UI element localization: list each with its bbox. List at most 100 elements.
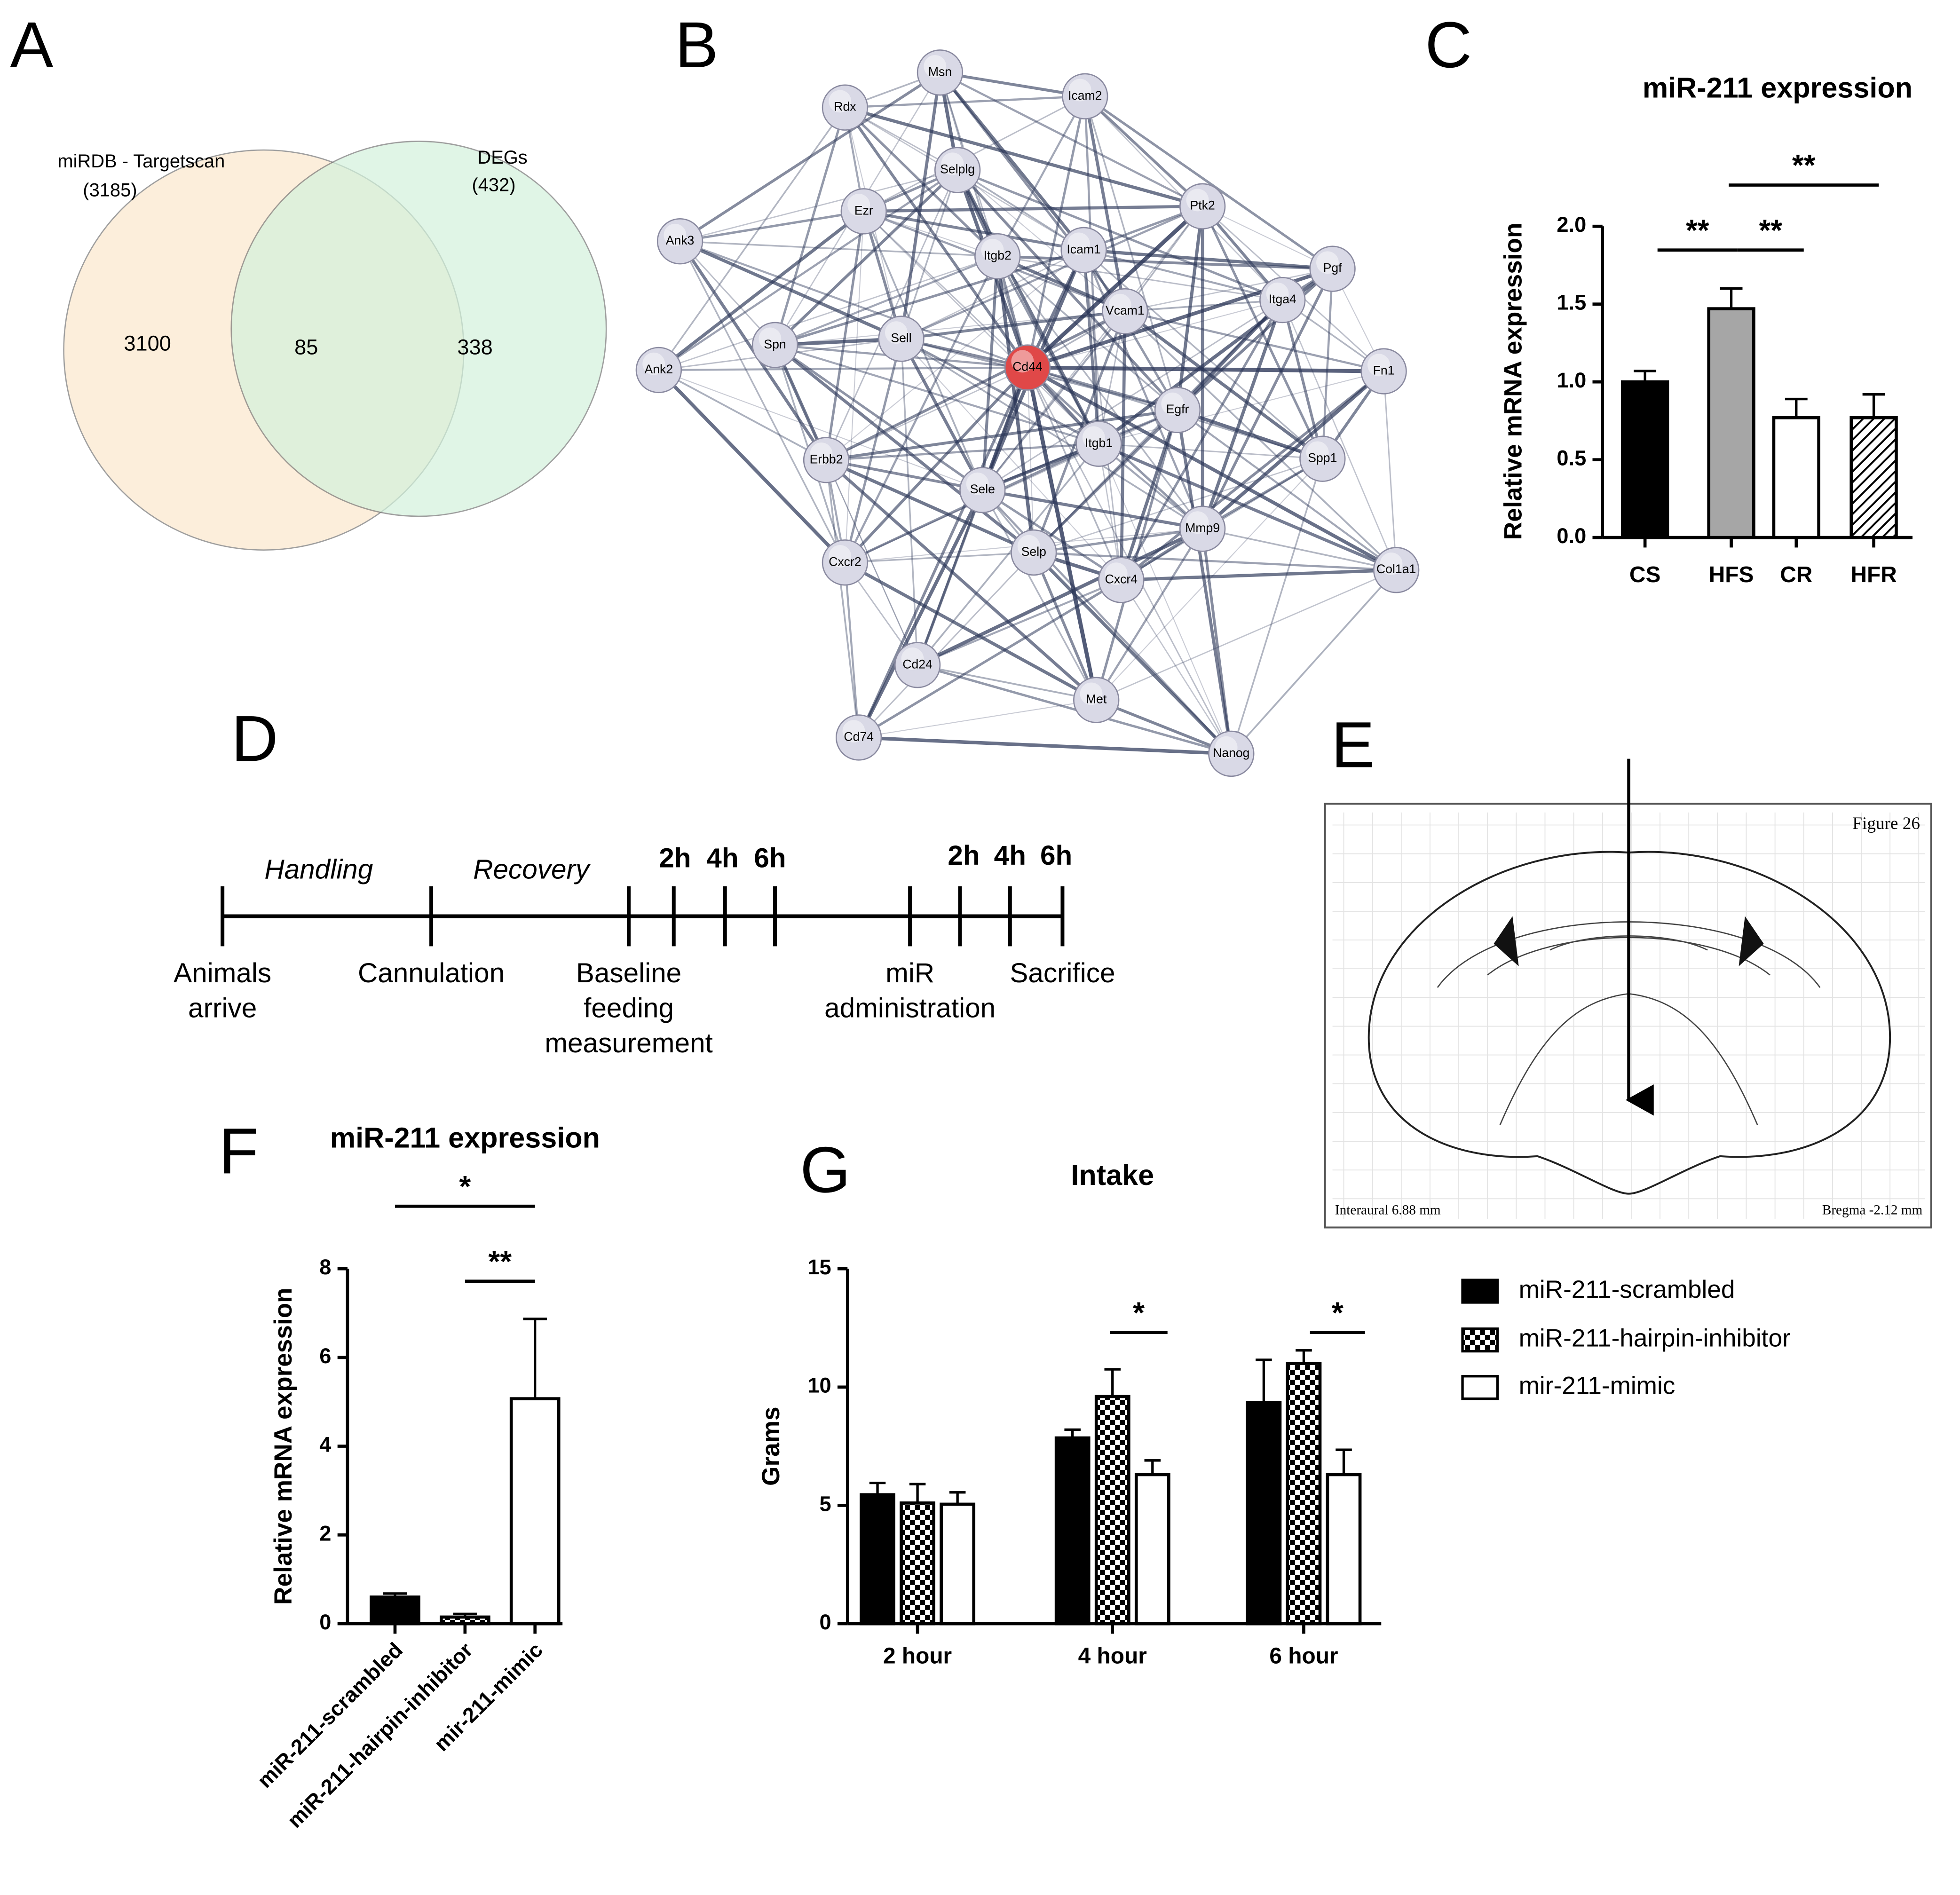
network-edge <box>844 561 1097 702</box>
network-edge <box>917 527 1203 667</box>
panel-label: B <box>675 9 718 81</box>
error-bar <box>1336 1448 1352 1475</box>
network-edge <box>917 579 1122 666</box>
network-edge <box>825 211 865 460</box>
significance-label: * <box>1332 1295 1344 1329</box>
network-edge <box>997 255 1178 411</box>
network-edge <box>1099 443 1323 460</box>
y-tick-label: 0 <box>820 1610 831 1634</box>
timeline-event: feeding <box>584 993 674 1023</box>
panel-label: A <box>10 9 53 81</box>
network-node-shine <box>1316 251 1339 274</box>
network-edge <box>917 664 1097 701</box>
venn-set-size: (3185) <box>83 180 137 200</box>
network-node-shine <box>941 152 964 175</box>
network-node-label: Erbb2 <box>810 452 843 466</box>
network-node <box>1011 529 1057 576</box>
network-node-label: Ezr <box>854 203 873 217</box>
network-edge <box>657 210 865 371</box>
network-node-shine <box>1108 293 1131 316</box>
network-edge <box>981 489 1122 581</box>
network-edge <box>1202 205 1333 269</box>
network-edge <box>826 458 983 491</box>
network-node-label: Cxcr2 <box>829 554 861 568</box>
error-bar <box>1862 393 1885 418</box>
network-node-label: Selp <box>1021 545 1046 559</box>
network-edge <box>658 169 958 371</box>
network-edge <box>858 699 1097 738</box>
y-tick-label: 15 <box>807 1255 831 1279</box>
network-edge <box>1033 409 1179 554</box>
y-tick-label: 6 <box>319 1344 331 1368</box>
network-edge <box>1027 366 1178 411</box>
network-node <box>1060 227 1107 273</box>
legend-swatch <box>1461 1279 1499 1304</box>
bar <box>1707 307 1755 539</box>
timeline-event: Sacrifice <box>1010 958 1115 988</box>
network-edge <box>1120 311 1127 580</box>
network-node <box>894 642 941 688</box>
bar <box>1326 1473 1362 1626</box>
network-edge <box>1096 698 1232 755</box>
network-node <box>1259 276 1306 324</box>
network-node-label: Spn <box>764 337 786 351</box>
network-edge <box>982 488 1203 530</box>
network-node-label: Ptk2 <box>1190 198 1215 213</box>
network-edge <box>1125 268 1333 312</box>
network-node <box>1075 420 1122 467</box>
network-node <box>974 233 1021 280</box>
panel-label: C <box>1425 9 1472 81</box>
network-edge <box>679 239 902 340</box>
network-edge <box>981 490 1097 701</box>
network-node-shine <box>842 720 865 743</box>
y-tick-label: 5 <box>820 1492 831 1516</box>
timeline-timepoint: 4h <box>994 840 1026 871</box>
network-node-label: Egfr <box>1166 402 1189 416</box>
network-node-shine <box>1186 189 1209 212</box>
network-edge <box>1083 249 1323 459</box>
network-edge <box>863 205 1203 213</box>
significance-label: ** <box>1792 148 1816 182</box>
network-edge <box>1027 365 1384 373</box>
chart-title: miR-211 expression <box>1643 72 1913 104</box>
panel-label: D <box>231 703 278 775</box>
venn-set <box>230 141 607 517</box>
error-bar <box>523 1318 547 1399</box>
network-node-shine <box>810 442 833 465</box>
timeline-event: Cannulation <box>358 958 505 988</box>
network-node-shine <box>759 327 782 350</box>
network-edge <box>1033 528 1203 554</box>
network-edge <box>680 240 998 257</box>
error-bar <box>1144 1459 1161 1475</box>
network-edge <box>658 107 846 371</box>
network-edge <box>1025 367 1099 701</box>
network-edge <box>658 369 827 461</box>
bar <box>1620 380 1669 539</box>
network-node <box>1373 547 1420 593</box>
network-node <box>1102 288 1148 335</box>
network-edge <box>825 170 958 460</box>
network-edge <box>1083 249 1283 301</box>
network-edge <box>900 170 958 340</box>
bar <box>1849 416 1898 539</box>
error-bar <box>453 1612 477 1617</box>
error-bar <box>1296 1349 1312 1364</box>
network-edge <box>844 211 864 563</box>
network-node <box>1309 245 1356 292</box>
network-node <box>635 347 682 394</box>
network-edge <box>863 211 1028 368</box>
network-edge <box>845 552 1034 564</box>
network-edge <box>1121 568 1397 582</box>
venn-count: 3100 <box>124 332 171 355</box>
bar <box>940 1502 976 1626</box>
network-node <box>917 49 964 96</box>
network-node-label: Cd74 <box>844 729 874 743</box>
y-tick-label: 1.0 <box>1557 368 1586 392</box>
network-edge <box>901 338 1122 581</box>
network-node <box>1179 183 1226 229</box>
y-tick-label: 10 <box>807 1374 831 1398</box>
network-edge <box>825 459 918 665</box>
y-tick-label: 8 <box>319 1255 331 1279</box>
network-edge <box>900 339 918 665</box>
network-edge <box>774 169 959 346</box>
